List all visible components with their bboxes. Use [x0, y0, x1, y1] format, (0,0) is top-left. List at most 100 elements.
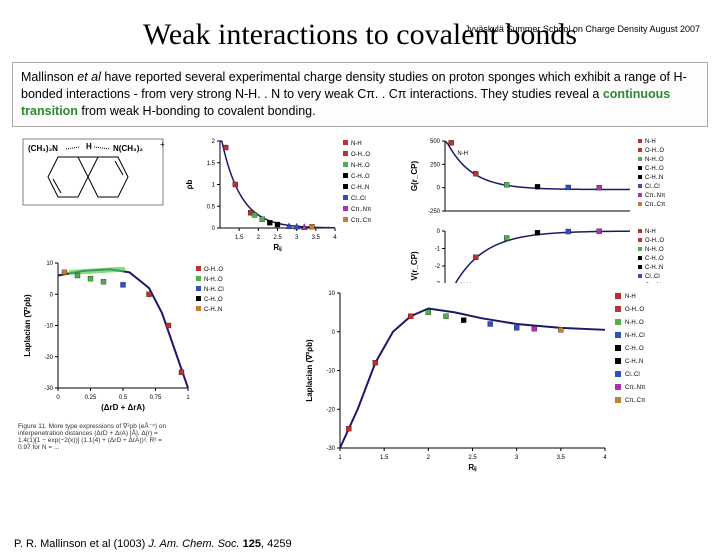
desc-part3: from weak H-bonding to covalent bonding.	[78, 104, 316, 118]
svg-text:0: 0	[50, 292, 54, 298]
svg-text:4: 4	[603, 455, 607, 461]
svg-text:3.5: 3.5	[312, 235, 321, 241]
svg-text:10: 10	[46, 261, 53, 267]
svg-text:C-H..N: C-H..N	[645, 175, 663, 181]
svg-text:Cπ..Nπ: Cπ..Nπ	[351, 207, 371, 213]
svg-text:1: 1	[212, 182, 216, 188]
svg-text:O-H..O: O-H..O	[645, 148, 664, 154]
svg-text:ρb: ρb	[185, 179, 194, 189]
svg-text:0: 0	[437, 185, 441, 191]
svg-text:H: H	[86, 142, 92, 151]
svg-text:-10: -10	[326, 368, 335, 374]
svg-text:O-H..O: O-H..O	[351, 152, 370, 158]
svg-text:(ΔrD + ΔrA): (ΔrD + ΔrA)	[101, 403, 145, 412]
svg-text:C-H..N: C-H..N	[351, 185, 369, 191]
svg-text:-250: -250	[428, 209, 441, 215]
svg-text:Rᵢⱼ: Rᵢⱼ	[273, 243, 282, 252]
svg-text:N-H..Cl: N-H..Cl	[204, 287, 224, 293]
svg-text:2: 2	[427, 455, 431, 461]
svg-text:1.5: 1.5	[235, 235, 244, 241]
svg-text:Cl..Cl: Cl..Cl	[645, 274, 660, 280]
svg-text:250: 250	[430, 162, 441, 168]
svg-text:Cπ..Nπ: Cπ..Nπ	[625, 385, 645, 391]
svg-text:3: 3	[515, 455, 519, 461]
svg-text:2: 2	[257, 235, 261, 241]
svg-text:N-H..O: N-H..O	[625, 320, 644, 326]
figure-caption: Figure 11. More type expressions of ∇²ρb…	[18, 423, 168, 452]
svg-text:-30: -30	[326, 446, 335, 452]
svg-text:C-H..N: C-H..N	[645, 265, 663, 271]
svg-text:Rᵢⱼ: Rᵢⱼ	[468, 463, 477, 472]
svg-text:+: +	[160, 140, 165, 149]
svg-text:C-H..O: C-H..O	[204, 297, 223, 303]
svg-text:N-H..O: N-H..O	[204, 277, 223, 283]
svg-text:Cπ..Cπ: Cπ..Cπ	[625, 398, 645, 404]
svg-text:(CH₃)₂N: (CH₃)₂N	[28, 144, 58, 153]
svg-text:1.5: 1.5	[207, 160, 216, 166]
svg-text:-1: -1	[435, 246, 441, 252]
svg-text:10: 10	[328, 291, 335, 297]
svg-text:N-H: N-H	[645, 139, 656, 145]
svg-text:Cl..Cl: Cl..Cl	[351, 196, 366, 202]
svg-text:0.75: 0.75	[150, 395, 162, 401]
svg-text:0: 0	[56, 395, 60, 401]
desc-etal: et al	[77, 70, 101, 84]
desc-part1: Mallinson	[21, 70, 77, 84]
svg-text:-30: -30	[44, 386, 53, 392]
svg-text:N-H: N-H	[625, 294, 636, 300]
figures-area: (CH₃)₂N N(CH₃)₂ H + 1.5 2 2.5 3 3.5 4 0 0.5 1 1.5…	[0, 133, 720, 483]
svg-text:1.5: 1.5	[380, 455, 389, 461]
svg-text:Cπ..Cπ: Cπ..Cπ	[351, 218, 371, 224]
svg-text:O-H..O: O-H..O	[204, 267, 223, 273]
svg-text:N-H..O: N-H..O	[645, 157, 664, 163]
header-meta: Jyväskylä Summer School on Charge Densit…	[465, 24, 700, 34]
svg-text:Laplacian (∇²ρb): Laplacian (∇²ρb)	[23, 294, 32, 357]
svg-text:N(CH₃)₂: N(CH₃)₂	[113, 144, 143, 153]
svg-text:O-H..O: O-H..O	[625, 307, 644, 313]
svg-text:C-H..O: C-H..O	[645, 256, 664, 262]
svg-text:C-H..N: C-H..N	[204, 307, 222, 313]
svg-text:0: 0	[332, 329, 336, 335]
svg-text:N-H: N-H	[645, 229, 656, 235]
chart-rho: 1.522.533.5400.511.52RᵢⱼρbN-HO-H..ON-H..…	[185, 133, 385, 253]
svg-text:-20: -20	[326, 407, 335, 413]
description-box: Mallinson et al have reported several ex…	[12, 62, 708, 127]
svg-text:0.5: 0.5	[207, 204, 216, 210]
svg-text:Cπ..Nπ: Cπ..Nπ	[645, 193, 665, 199]
svg-text:N-H: N-H	[351, 141, 362, 147]
svg-text:O-H..O: O-H..O	[645, 238, 664, 244]
svg-text:2.5: 2.5	[273, 235, 282, 241]
svg-text:3.5: 3.5	[557, 455, 566, 461]
svg-text:C-H..O: C-H..O	[625, 346, 644, 352]
svg-text:2.5: 2.5	[468, 455, 477, 461]
svg-text:2: 2	[212, 139, 216, 145]
svg-text:1: 1	[186, 395, 190, 401]
chart-lap-delta: 0 0.25 0.5 0.75 1 -30 -20 -10 0 10 (ΔrD + ΔrA) Lapl…	[18, 253, 248, 418]
svg-text:-2: -2	[435, 264, 441, 270]
desc-part2: have reported several experimental charg…	[21, 70, 687, 101]
svg-text:N-H: N-H	[457, 151, 468, 157]
svg-text:Cπ..Cπ: Cπ..Cπ	[645, 202, 665, 208]
svg-text:-10: -10	[44, 323, 53, 329]
svg-text:Laplacian (∇²ρb): Laplacian (∇²ρb)	[305, 339, 314, 402]
svg-text:Cl..Cl: Cl..Cl	[625, 372, 640, 378]
chart-g: -250 0 250 500 G(r_CP) N-H N-H O-H..O N-H..O C-H.…	[410, 133, 700, 223]
svg-text:N-H..Cl: N-H..Cl	[625, 333, 645, 339]
svg-text:0: 0	[437, 229, 441, 235]
svg-text:G(r_CP): G(r_CP)	[410, 160, 419, 191]
chart-lap-r: 1 1.5 2 2.5 3 3.5 4 -30 -20 -10 0 10 Rᵢⱼ Laplacian (∇…	[295, 283, 695, 478]
svg-text:4: 4	[333, 235, 337, 241]
svg-text:-20: -20	[44, 354, 53, 360]
svg-text:N-H..O: N-H..O	[351, 163, 370, 169]
svg-text:N-H..O: N-H..O	[645, 247, 664, 253]
svg-text:0.5: 0.5	[119, 395, 128, 401]
svg-text:C-H..O: C-H..O	[645, 166, 664, 172]
svg-text:C-H..O: C-H..O	[351, 174, 370, 180]
svg-text:0: 0	[212, 226, 216, 232]
svg-text:1: 1	[338, 455, 342, 461]
svg-text:0.25: 0.25	[85, 395, 97, 401]
molecule-diagram: (CH₃)₂N N(CH₃)₂ H +	[18, 137, 168, 217]
svg-text:Cl..Cl: Cl..Cl	[645, 184, 660, 190]
svg-text:V(r_CP): V(r_CP)	[410, 251, 419, 281]
svg-text:500: 500	[430, 139, 441, 145]
